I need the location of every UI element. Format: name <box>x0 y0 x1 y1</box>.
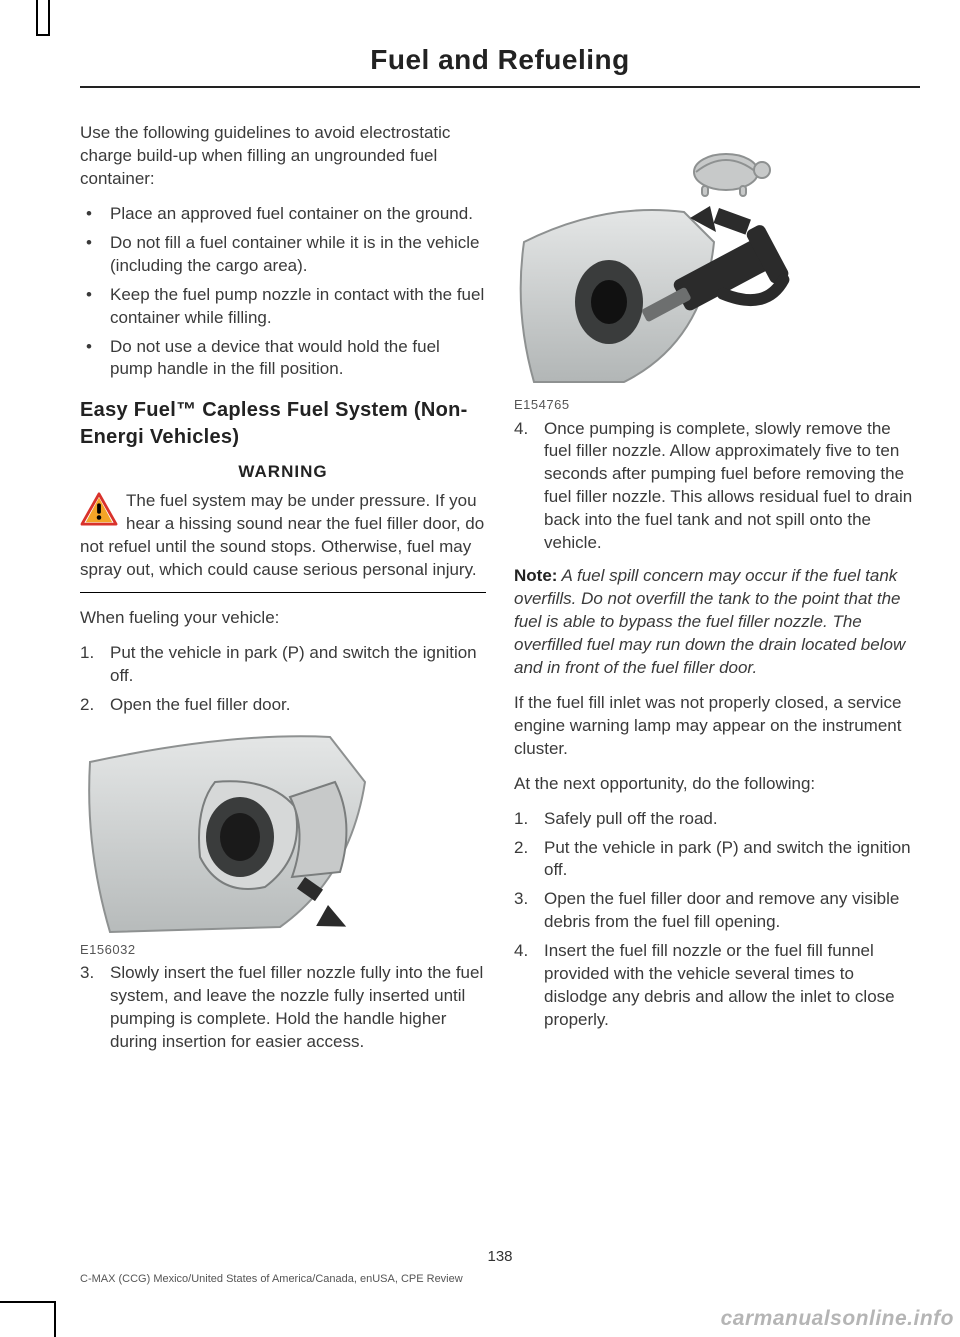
figure-number: E154765 <box>514 396 570 414</box>
figure-number: E156032 <box>80 941 136 959</box>
figure-illustration <box>80 727 380 937</box>
list-item: Safely pull off the road. <box>514 808 920 831</box>
warning-box: The fuel system may be under pressure. I… <box>80 490 486 593</box>
when-fueling-text: When fueling your vehicle: <box>80 607 486 630</box>
fueling-step-3: Slowly insert the fuel filler nozzle ful… <box>80 962 486 1054</box>
warning-label: WARNING <box>80 461 486 484</box>
right-column: E154765 Once pumping is complete, slowly… <box>514 122 920 1064</box>
section-heading: Easy Fuel™ Capless Fuel System (Non-Ener… <box>80 397 486 451</box>
figure-illustration <box>514 132 854 392</box>
crop-mark-bottom <box>0 1301 56 1337</box>
intro-paragraph: Use the following guidelines to avoid el… <box>80 122 486 191</box>
watermark: carmanualsonline.info <box>721 1307 954 1331</box>
warning-text: The fuel system may be under pressure. I… <box>80 491 484 579</box>
list-item: Insert the fuel fill nozzle or the fuel … <box>514 940 920 1032</box>
inlet-warning-text: If the fuel fill inlet was not properly … <box>514 692 920 761</box>
recovery-steps: Safely pull off the road. Put the vehicl… <box>514 808 920 1032</box>
fueling-steps-1-2: Put the vehicle in park (P) and switch t… <box>80 642 486 717</box>
note-paragraph: Note: A fuel spill concern may occur if … <box>514 565 920 680</box>
list-item: Do not use a device that would hold the … <box>80 336 486 382</box>
note-label: Note: <box>514 566 557 585</box>
guideline-list: Place an approved fuel container on the … <box>80 203 486 382</box>
fueling-step-4: Once pumping is complete, slowly remove … <box>514 418 920 556</box>
list-item: Open the fuel filler door. <box>80 694 486 717</box>
list-item: Once pumping is complete, slowly remove … <box>514 418 920 556</box>
footer-text: C-MAX (CCG) Mexico/United States of Amer… <box>80 1273 463 1285</box>
page-number: 138 <box>80 1248 920 1265</box>
page-content: Fuel and Refueling Use the following gui… <box>80 44 920 1293</box>
warning-triangle-icon <box>80 492 118 526</box>
list-item: Put the vehicle in park (P) and switch t… <box>80 642 486 688</box>
note-text: A fuel spill concern may occur if the fu… <box>514 566 905 677</box>
figure-fuel-door: E156032 <box>80 727 486 959</box>
next-opportunity-text: At the next opportunity, do the followin… <box>514 773 920 796</box>
chapter-title: Fuel and Refueling <box>80 44 920 88</box>
list-item: Open the fuel filler door and remove any… <box>514 888 920 934</box>
list-item: Do not fill a fuel container while it is… <box>80 232 486 278</box>
list-item: Put the vehicle in park (P) and switch t… <box>514 837 920 883</box>
list-item: Place an approved fuel container on the … <box>80 203 486 226</box>
crop-mark-top <box>36 0 50 36</box>
left-column: Use the following guidelines to avoid el… <box>80 122 486 1064</box>
list-item: Slowly insert the fuel filler nozzle ful… <box>80 962 486 1054</box>
list-item: Keep the fuel pump nozzle in contact wit… <box>80 284 486 330</box>
figure-nozzle-insert: E154765 <box>514 132 920 414</box>
